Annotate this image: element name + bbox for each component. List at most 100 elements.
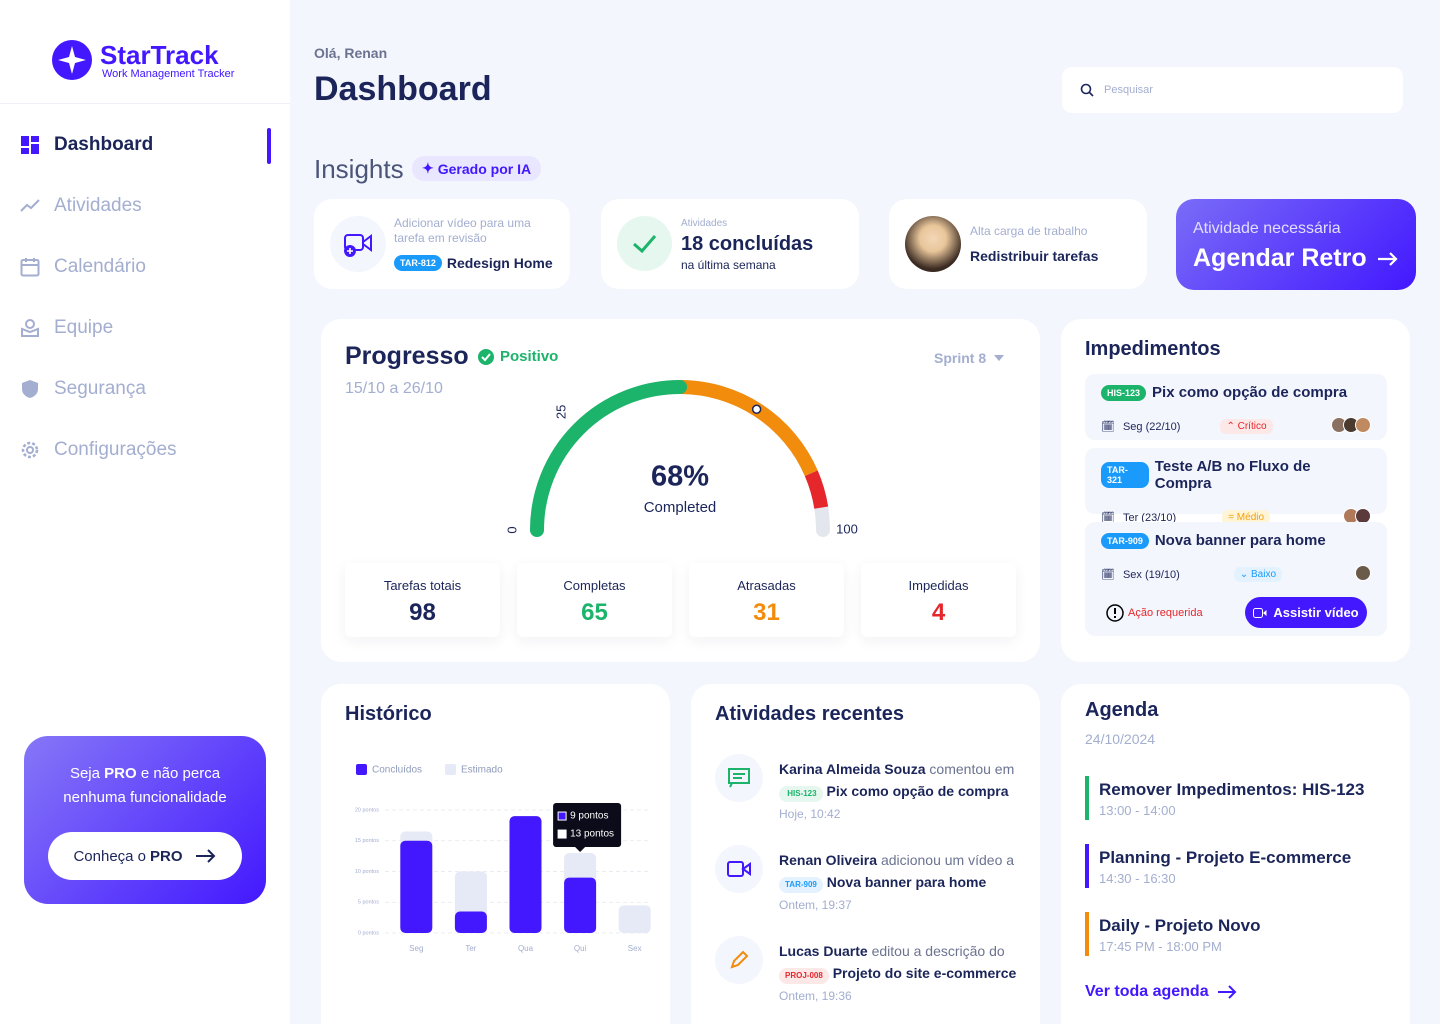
- sprint-select[interactable]: Sprint 8: [934, 350, 1005, 366]
- video-icon-glyph: [344, 234, 372, 257]
- path: [20, 199, 40, 212]
- agenda-item[interactable]: Remover Impedimentos: HIS-123 13:00 - 14:…: [1085, 776, 1385, 820]
- path: [994, 355, 1005, 361]
- span: Ontem, 19:37: [779, 898, 852, 912]
- r2: 🗓 Seg (22/10) ⌃ Crítico: [1101, 417, 1371, 436]
- panel-title: Histórico: [345, 703, 432, 725]
- cta-card[interactable]: [1176, 199, 1416, 290]
- span: Pesquisar: [1104, 84, 1153, 96]
- x-tick-label: Qua: [518, 944, 534, 953]
- history-chart: Concluídos Estimado 0 pontos 5 pontos 10 pon…: [355, 764, 651, 953]
- panel-title: Progresso: [345, 342, 469, 370]
- search-box[interactable]: Pesquisar: [1062, 67, 1403, 113]
- span: [1343, 508, 1371, 527]
- impediment[interactable]: HIS-123 Pix como opção de compra 🗓 Seg (22…: [1085, 374, 1387, 440]
- watch-button[interactable]: Assistir vídeo: [1245, 597, 1367, 628]
- span: Ação requerida: [1128, 607, 1203, 619]
- nav-item[interactable]: Dashboard: [20, 134, 153, 156]
- span: Nova banner para home: [1154, 532, 1326, 549]
- ai-badge: ✦ Gerado por IA: [412, 156, 542, 181]
- span: 🗓: [1101, 569, 1115, 581]
- r2: 🗓 Sex (19/10) ⌄ Baixo: [1101, 565, 1371, 584]
- nav-item[interactable]: Atividades: [20, 195, 142, 217]
- nav-item[interactable]: Configurações: [20, 439, 177, 461]
- rect: [1253, 607, 1264, 618]
- brand: StarTrack: [100, 40, 219, 70]
- x-tick-label: Sex: [628, 944, 642, 953]
- path: [21, 258, 39, 266]
- span: Equipe: [54, 317, 114, 338]
- y-tick-label: 5 pontos: [358, 900, 379, 906]
- b: Nova banner para home: [826, 874, 987, 890]
- l: Impedidas: [908, 578, 969, 593]
- gauge: 0 25 50 100 68% Completed: [504, 370, 858, 537]
- svg: [728, 768, 750, 788]
- alert: Ação requerida: [1106, 604, 1203, 622]
- insight-task: TAR-812 Redesign Home: [394, 255, 553, 271]
- path: [347, 248, 353, 254]
- tx: Lucas Duarte editou a descrição do PROJ-0…: [779, 940, 1039, 1007]
- span: Calendário: [54, 256, 146, 277]
- span: Crítico: [1237, 421, 1267, 432]
- ic: [715, 845, 763, 893]
- tooltip-label: 9 pontos: [570, 811, 608, 822]
- panel-title: Agenda: [1085, 699, 1159, 721]
- span: comentou em: [929, 761, 1015, 777]
- path: [21, 327, 39, 337]
- span: Teste A/B no Fluxo de Compra: [1154, 458, 1311, 492]
- agenda-item[interactable]: Planning - Projeto E-commerce 14:30 - 16:…: [1085, 844, 1385, 888]
- impediment[interactable]: TAR-321 Teste A/B no Fluxo de Compra 🗓 Ter…: [1085, 448, 1387, 525]
- s: 17:45 PM - 18:00 PM: [1099, 939, 1222, 954]
- bar: [509, 816, 542, 933]
- insight-text: Adicionar vídeo para uma tarefa em revis…: [394, 216, 531, 245]
- b: Projeto do site e-commerce: [832, 965, 1017, 981]
- span: Sprint 8: [934, 350, 987, 366]
- span: Dashboard: [54, 134, 154, 155]
- span: 🗓: [1101, 421, 1115, 433]
- stat-box: Impedidas 4: [861, 563, 1016, 637]
- v: 31: [753, 599, 780, 626]
- b: Lucas Duarte: [779, 943, 868, 959]
- path: [481, 352, 491, 361]
- x-tick-label: Qui: [574, 944, 587, 953]
- gauge-tick-label: 0: [504, 526, 519, 533]
- bar: [400, 840, 433, 933]
- gauge-zone: [804, 470, 829, 509]
- gauge-marker: [751, 404, 762, 415]
- tx: Karina Almeida Souza comentou em HIS-123…: [779, 758, 1039, 825]
- tooltip-label: 13 pontos: [570, 829, 614, 840]
- agenda-item[interactable]: Daily - Projeto Novo 17:45 PM - 18:00 PM: [1085, 912, 1385, 956]
- path: [58, 46, 86, 74]
- path: [1088, 91, 1094, 97]
- l: Atrasadas: [737, 578, 796, 593]
- s: 13:00 - 14:00: [1099, 803, 1176, 818]
- span: adicionou um vídeo a: [880, 852, 1015, 868]
- span: Ver toda agenda: [1085, 983, 1209, 1000]
- gauge-zone: [530, 380, 687, 537]
- path: [1377, 251, 1398, 266]
- svg: [1377, 251, 1398, 266]
- bar: [454, 911, 487, 933]
- agenda-link[interactable]: Ver toda agenda: [1085, 983, 1237, 1001]
- span: Atividades: [54, 195, 142, 216]
- v: 4: [931, 599, 946, 626]
- path: [362, 234, 372, 252]
- t: Planning - Projeto E-commerce: [1099, 848, 1352, 867]
- nav-item[interactable]: Segurança: [20, 378, 146, 400]
- promo-button[interactable]: Conheça o PRO: [48, 832, 242, 880]
- span: Sex (19/10): [1122, 568, 1180, 581]
- t: Remover Impedimentos: HIS-123: [1099, 780, 1365, 799]
- insight-label: Alta carga de trabalho: [970, 224, 1088, 238]
- b: PRO: [104, 765, 137, 782]
- rect: [31, 144, 39, 154]
- active-indicator: [267, 128, 271, 164]
- pill: TAR-909: [1101, 532, 1149, 549]
- circle: [478, 348, 494, 365]
- pill: TAR-812: [394, 255, 442, 271]
- svg: [478, 348, 494, 365]
- nav-item[interactable]: Equipe: [20, 317, 113, 339]
- nav-item[interactable]: Calendário: [20, 256, 146, 278]
- span: Ter (23/10): [1122, 511, 1177, 524]
- circle: [21, 441, 39, 459]
- svg: [1080, 83, 1094, 97]
